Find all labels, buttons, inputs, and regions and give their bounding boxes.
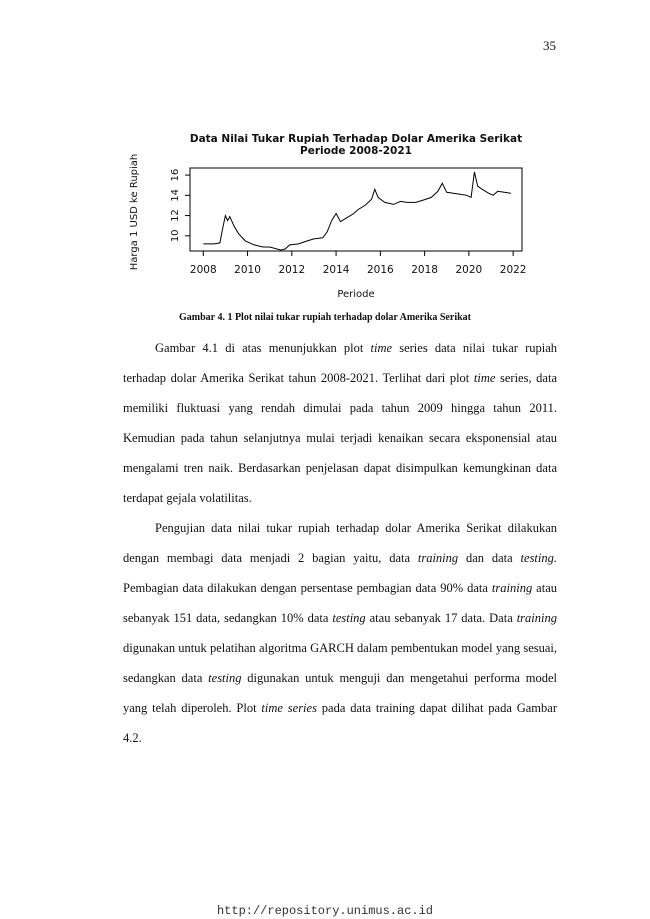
italic-text: training [491, 581, 533, 595]
figure-caption: Gambar 4. 1 Plot nilai tukar rupiah terh… [179, 312, 471, 323]
text-run: atau sebanyak 17 data. Data [365, 611, 517, 625]
italic-text: training [417, 551, 459, 565]
body-text: Gambar 4.1 di atas menunjukkan plot time… [123, 333, 557, 753]
italic-text: time [370, 341, 393, 355]
italic-text: time [473, 371, 496, 385]
chart: Data Nilai Tukar Rupiah Terhadap Dolar A… [129, 133, 527, 300]
x-tick-label: 2010 [234, 264, 261, 276]
x-tick-label: 2016 [367, 264, 394, 276]
series-line [203, 171, 511, 251]
y-tick-label: 14 [170, 189, 181, 202]
page-number: 35 [543, 38, 556, 53]
y-tick-label: 16 [170, 169, 181, 182]
x-tick-label: 2008 [190, 264, 217, 276]
x-tick-label: 2014 [323, 264, 350, 276]
footer-url: http://repository.unimus.ac.id [216, 904, 434, 918]
italic-text: training [516, 611, 557, 625]
italic-text: testing [332, 611, 366, 625]
paragraph: Gambar 4.1 di atas menunjukkan plot time… [123, 333, 557, 513]
x-tick-label: 2022 [500, 264, 527, 276]
chart-title: Data Nilai Tukar Rupiah Terhadap Dolar A… [190, 133, 522, 145]
y-tick-label: 12 [170, 209, 181, 222]
x-tick-label: 2018 [411, 264, 438, 276]
y-axis-label: Harga 1 USD ke Rupiah [129, 154, 140, 271]
x-axis-label: Periode [337, 289, 374, 300]
x-tick-label: 2012 [278, 264, 305, 276]
text-run: dan data [458, 551, 521, 565]
text-run: pada data training dapat dilihat pada Ga… [123, 701, 557, 745]
text-run: series, data memiliki fluktuasi yang ren… [123, 371, 557, 505]
text-run: Pengujian data nilai tukar rupiah terhad… [123, 521, 557, 565]
italic-text: testing [208, 671, 242, 685]
plot-frame [189, 167, 523, 252]
text-run: digunakan untuk pelatihan algoritma GARC… [123, 641, 557, 685]
y-tick-label: 10 [170, 229, 181, 242]
italic-text: testing. [520, 551, 558, 565]
text-run: Gambar 4.1 di atas menunjukkan plot [155, 341, 371, 355]
paragraph: Pengujian data nilai tukar rupiah terhad… [123, 513, 557, 753]
x-tick-label: 2020 [456, 264, 483, 276]
italic-text: time series [261, 701, 317, 715]
chart-subtitle: Periode 2008-2021 [300, 145, 412, 157]
text-run: digunakan untuk menguji dan mengetahui p… [123, 671, 558, 715]
text-run: Pembagian data dilakukan dengan persenta… [123, 581, 492, 595]
text-run: series data nilai tukar rupiah terhadap … [123, 341, 558, 385]
text-run: atau sebanyak 151 data, sedangkan 10% da… [123, 581, 557, 625]
